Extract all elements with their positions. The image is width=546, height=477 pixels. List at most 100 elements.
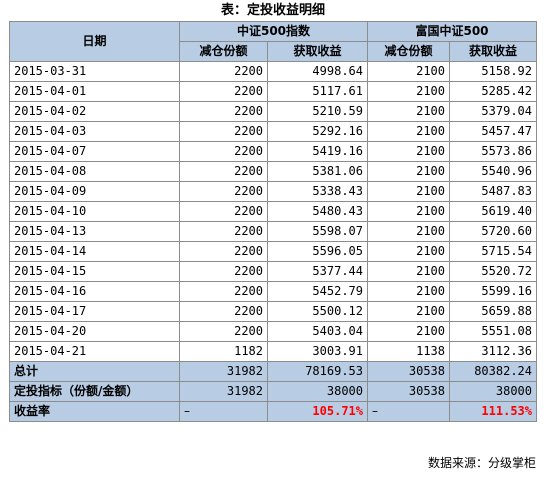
date-cell: 2015-04-17 xyxy=(9,301,180,322)
fund-b-gain-cell: 5457.47 xyxy=(449,121,537,142)
fund-b-gain-cell: 5659.88 xyxy=(449,301,537,322)
fund-b-gain-cell: 5540.96 xyxy=(449,161,537,182)
table-row: 2015-04-17 2200 5500.12 2100 5659.88 xyxy=(9,301,537,322)
fund-b-reduce-cell: 2100 xyxy=(367,81,450,102)
fund-a-reduce-cell: 2200 xyxy=(179,241,268,262)
rate-label: 收益率 xyxy=(9,401,180,422)
fund-a-gain-header: 获取收益 xyxy=(267,41,368,62)
fund-b-gain-header: 获取收益 xyxy=(449,41,537,62)
fund-b-reduce-cell: 2100 xyxy=(367,261,450,282)
total-row: 总计 31982 78169.53 30538 80382.24 xyxy=(9,361,537,382)
fund-a-reduce-cell: 2200 xyxy=(179,81,268,102)
fund-a-reduce-cell: 2200 xyxy=(179,261,268,282)
fund-b-gain-cell: 5158.92 xyxy=(449,61,537,82)
fund-b-reduce-cell: 2100 xyxy=(367,181,450,202)
fund-b-reduce-cell: 2100 xyxy=(367,61,450,82)
date-cell: 2015-04-03 xyxy=(9,121,180,142)
date-cell: 2015-04-15 xyxy=(9,261,180,282)
fund-a-reduce-cell: 2200 xyxy=(179,221,268,242)
fund-b-gain-cell: 5715.54 xyxy=(449,241,537,262)
fund-b-reduce-cell: 2100 xyxy=(367,141,450,162)
rate-a-gain: 105.71% xyxy=(267,401,368,422)
fund-b-reduce-cell: 2100 xyxy=(367,301,450,322)
date-cell: 2015-04-16 xyxy=(9,281,180,302)
data-source-note: 数据来源：分级掌柜 xyxy=(427,456,536,470)
fund-a-reduce-cell: 2200 xyxy=(179,141,268,162)
rate-a-reduce: – xyxy=(179,401,268,422)
fund-b-gain-cell: 5573.86 xyxy=(449,141,537,162)
table-row: 2015-04-02 2200 5210.59 2100 5379.04 xyxy=(9,101,537,122)
date-cell: 2015-04-02 xyxy=(9,101,180,122)
fund-a-reduce-cell: 2200 xyxy=(179,161,268,182)
fund-a-gain-cell: 5403.04 xyxy=(267,321,368,342)
table-row: 2015-04-14 2200 5596.05 2100 5715.54 xyxy=(9,241,537,262)
fund-a-reduce-cell: 2200 xyxy=(179,101,268,122)
fund-b-reduce-cell: 2100 xyxy=(367,321,450,342)
fund-a-reduce-cell: 1182 xyxy=(179,341,268,362)
fund-b-gain-cell: 5520.72 xyxy=(449,261,537,282)
fund-b-reduce-cell: 2100 xyxy=(367,121,450,142)
fund-b-gain-cell: 3112.36 xyxy=(449,341,537,362)
fund-b-reduce-cell: 2100 xyxy=(367,281,450,302)
date-cell: 2015-04-10 xyxy=(9,201,180,222)
fund-b-reduce-cell: 2100 xyxy=(367,161,450,182)
fund-a-gain-cell: 5596.05 xyxy=(267,241,368,262)
fund-b-gain-cell: 5379.04 xyxy=(449,101,537,122)
fund-a-reduce-cell: 2200 xyxy=(179,61,268,82)
fund-a-reduce-cell: 2200 xyxy=(179,321,268,342)
fund-b-reduce-cell: 2100 xyxy=(367,221,450,242)
table-title: 表：定投收益明细 xyxy=(220,3,325,18)
table-row: 2015-04-15 2200 5377.44 2100 5520.72 xyxy=(9,261,537,282)
fund-a-reduce-cell: 2200 xyxy=(179,301,268,322)
table-row: 2015-03-31 2200 4998.64 2100 5158.92 xyxy=(9,61,537,82)
total-label: 总计 xyxy=(9,361,180,382)
rate-b-reduce: – xyxy=(367,401,450,422)
date-cell: 2015-04-21 xyxy=(9,341,180,362)
indicator-row: 定投指标（份额/金额） 31982 38000 30538 38000 xyxy=(9,381,537,402)
fund-a-gain-cell: 5117.61 xyxy=(267,81,368,102)
table-row: 2015-04-13 2200 5598.07 2100 5720.60 xyxy=(9,221,537,242)
fund-a-gain-cell: 5500.12 xyxy=(267,301,368,322)
fund-b-gain-cell: 5487.83 xyxy=(449,181,537,202)
date-column-header: 日期 xyxy=(9,21,180,62)
fund-a-gain-cell: 5419.16 xyxy=(267,141,368,162)
table-row: 2015-04-16 2200 5452.79 2100 5599.16 xyxy=(9,281,537,302)
table-row: 2015-04-20 2200 5403.04 2100 5551.08 xyxy=(9,321,537,342)
fund-b-gain-cell: 5551.08 xyxy=(449,321,537,342)
total-b-gain: 80382.24 xyxy=(449,361,537,382)
date-cell: 2015-04-09 xyxy=(9,181,180,202)
indicator-label: 定投指标（份额/金额） xyxy=(9,381,180,402)
date-cell: 2015-04-14 xyxy=(9,241,180,262)
fund-b-reduce-cell: 1138 xyxy=(367,341,450,362)
date-cell: 2015-03-31 xyxy=(9,61,180,82)
fund-b-reduce-cell: 2100 xyxy=(367,201,450,222)
rate-row: 收益率 – 105.71% – 111.53% xyxy=(9,401,537,422)
table-row: 2015-04-10 2200 5480.43 2100 5619.40 xyxy=(9,201,537,222)
table-row: 2015-04-03 2200 5292.16 2100 5457.47 xyxy=(9,121,537,142)
indicator-b-gain: 38000 xyxy=(449,381,537,402)
indicator-b-reduce: 30538 xyxy=(367,381,450,402)
indicator-a-reduce: 31982 xyxy=(179,381,268,402)
fund-b-reduce-cell: 2100 xyxy=(367,101,450,122)
fund-a-reduce-header: 减仓份额 xyxy=(179,41,268,62)
table-row: 2015-04-01 2200 5117.61 2100 5285.42 xyxy=(9,81,537,102)
fund-b-gain-cell: 5619.40 xyxy=(449,201,537,222)
indicator-a-gain: 38000 xyxy=(267,381,368,402)
fund-a-gain-cell: 5381.06 xyxy=(267,161,368,182)
total-b-reduce: 30538 xyxy=(367,361,450,382)
fund-b-gain-cell: 5285.42 xyxy=(449,81,537,102)
fund-a-gain-cell: 5338.43 xyxy=(267,181,368,202)
returns-table: 日期 中证500指数 富国中证500 减仓份额 获取收益 减仓份额 获取收益 2… xyxy=(9,21,537,422)
fund-a-gain-cell: 5210.59 xyxy=(267,101,368,122)
date-cell: 2015-04-13 xyxy=(9,221,180,242)
table-row: 2015-04-21 1182 3003.91 1138 3112.36 xyxy=(9,341,537,362)
total-a-reduce: 31982 xyxy=(179,361,268,382)
fund-b-gain-cell: 5720.60 xyxy=(449,221,537,242)
fund-a-gain-cell: 5452.79 xyxy=(267,281,368,302)
date-cell: 2015-04-08 xyxy=(9,161,180,182)
fund-a-reduce-cell: 2200 xyxy=(179,181,268,202)
fund-a-header: 中证500指数 xyxy=(179,21,368,42)
table-row: 2015-04-07 2200 5419.16 2100 5573.86 xyxy=(9,141,537,162)
date-cell: 2015-04-01 xyxy=(9,81,180,102)
date-cell: 2015-04-20 xyxy=(9,321,180,342)
